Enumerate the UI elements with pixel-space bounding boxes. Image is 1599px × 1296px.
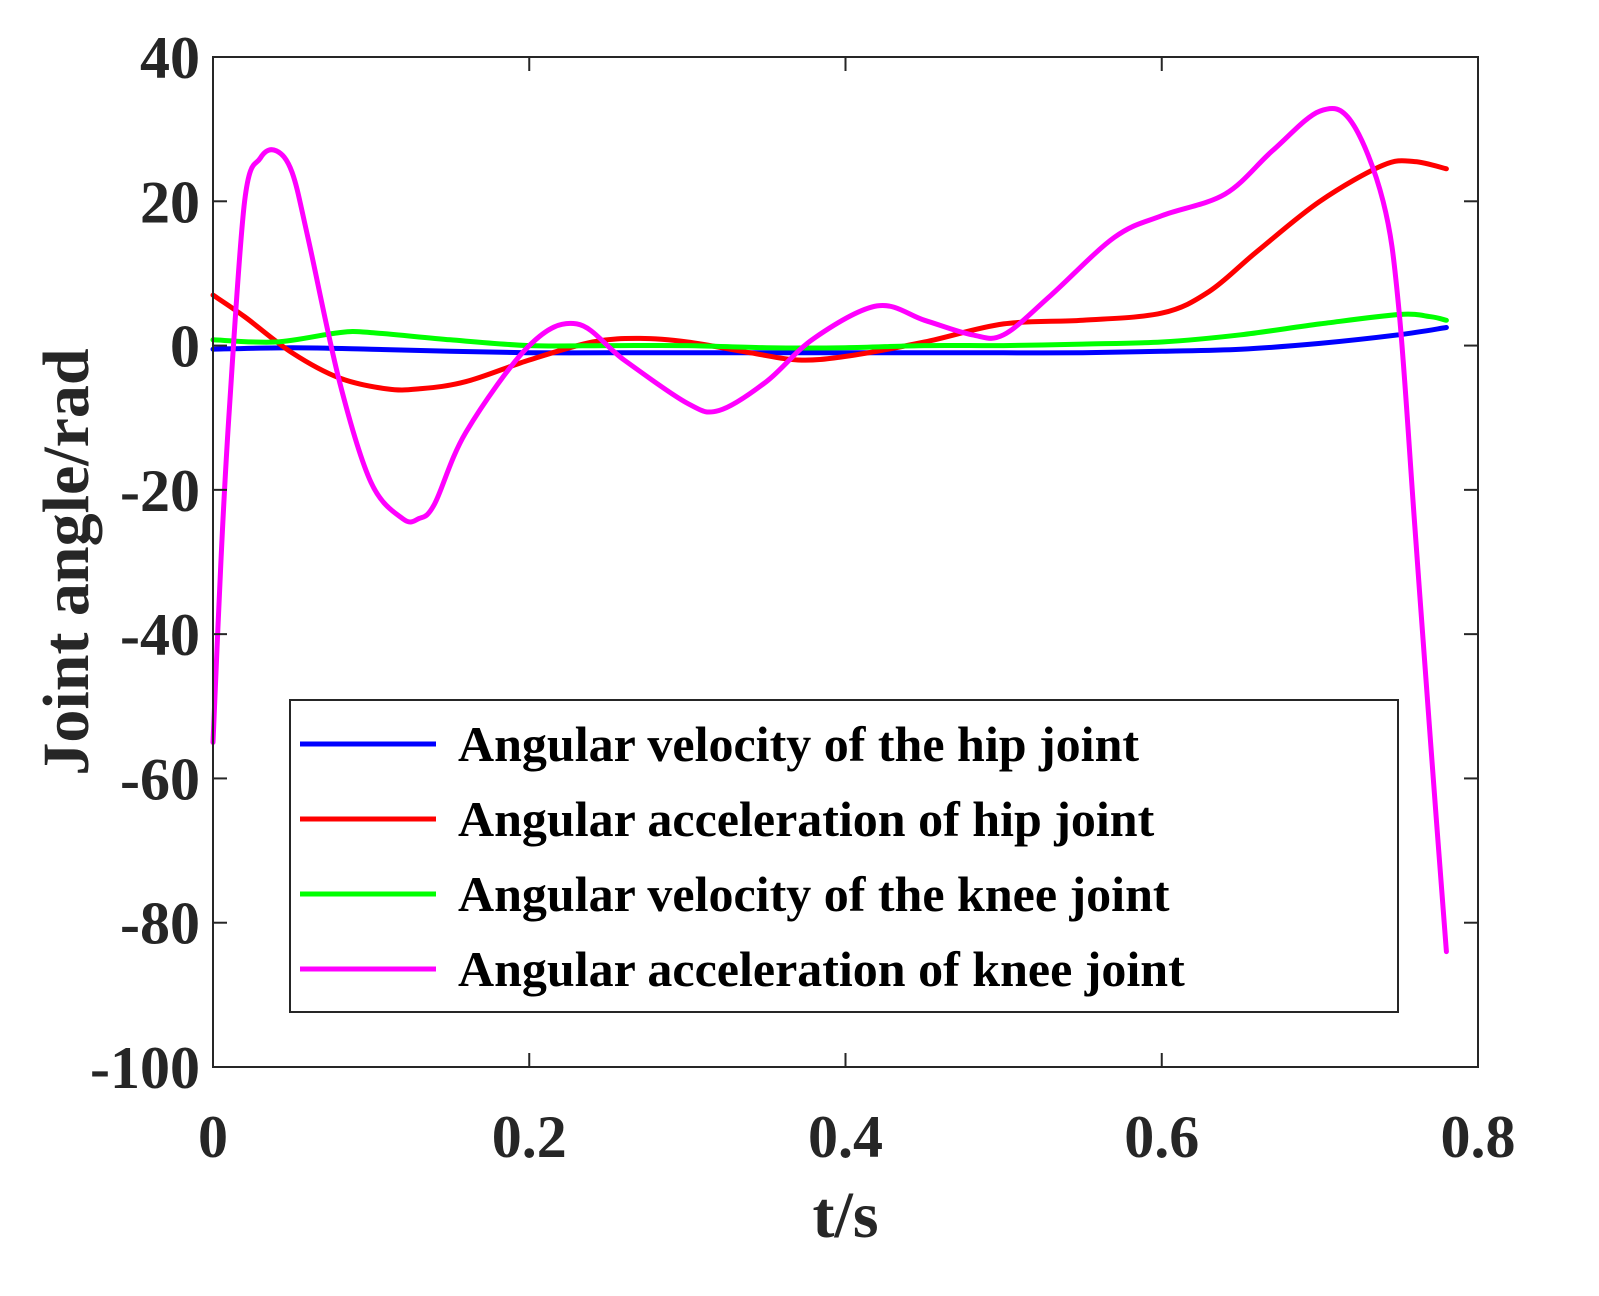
y-tick-label: 20 [140, 169, 200, 235]
legend-items: Angular velocity of the hip joint Angular… [300, 716, 1185, 997]
legend-box [289, 699, 1399, 1013]
ticks-layer [212, 56, 1479, 1068]
x-tick-label: 0.8 [1441, 1104, 1516, 1170]
x-tick-label: 0.2 [492, 1104, 567, 1170]
x-tick-label: 0.6 [1124, 1104, 1199, 1170]
x-tick-label: 0.4 [808, 1104, 883, 1170]
y-axis-label: Joint angle/rad [30, 348, 103, 775]
legend-label-4: Angular acceleration of knee joint [458, 941, 1185, 997]
y-tick-label: 40 [140, 25, 200, 91]
y-tick-label: -80 [120, 891, 200, 957]
tick-labels-layer: 0 0.2 0.4 0.6 0.8 40 20 0 -20 -40 -60 -80 -100 [90, 25, 1515, 1170]
legend: Angular velocity of the hip joint Angular… [289, 699, 1399, 1013]
y-tick-label: -20 [120, 458, 200, 524]
y-tick-label: -40 [120, 602, 200, 668]
series-line-1 [210, 325, 1449, 356]
x-axis-label: t/s [813, 1179, 879, 1252]
legend-label-3: Angular velocity of the knee joint [458, 866, 1170, 922]
series-line-4 [210, 105, 1449, 955]
series-line-3 [210, 311, 1449, 351]
y-tick-label: -100 [90, 1035, 200, 1101]
legend-label-1: Angular velocity of the hip joint [458, 716, 1139, 772]
y-tick-label: -60 [120, 746, 200, 812]
series-layer [210, 105, 1449, 955]
y-tick-label: 0 [170, 314, 200, 380]
legend-label-2: Angular acceleration of hip joint [458, 791, 1155, 847]
x-tick-label: 0 [198, 1104, 228, 1170]
